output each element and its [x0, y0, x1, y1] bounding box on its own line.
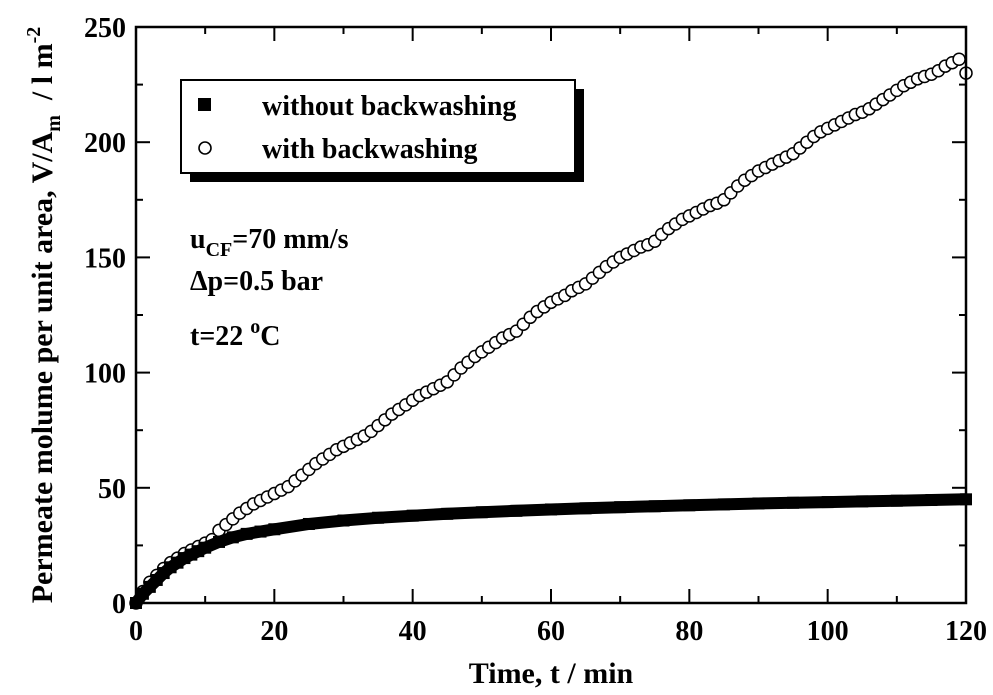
x-tick-labels: 0 20 40 60 80 100 120 [129, 616, 987, 647]
point-without-backwashing [372, 511, 385, 524]
point-without-backwashing [406, 509, 419, 522]
y-tick-label: 200 [84, 128, 126, 159]
point-without-backwashing [510, 504, 523, 517]
annotation-velocity-sub: CF [206, 239, 233, 261]
point-without-backwashing [240, 527, 253, 540]
x-axis-title: Time, t / min [469, 657, 634, 690]
point-without-backwashing [199, 541, 212, 554]
legend-box [180, 79, 576, 174]
point-without-backwashing [890, 494, 903, 507]
point-without-backwashing [648, 500, 661, 513]
annotation-velocity: uCF=70 mm/s [190, 224, 349, 261]
legend-label-without-backwashing: without backwashing [262, 91, 516, 122]
annotation-velocity-value: =70 mm/s [232, 224, 348, 255]
y-axis-title-sup: -2 [23, 27, 45, 44]
y-tick-label: 100 [84, 359, 126, 390]
point-without-backwashing [579, 502, 592, 515]
y-axis-title-unit: / l m [26, 43, 59, 115]
point-without-backwashing [545, 503, 557, 516]
annotation-temperature-unit: C [260, 321, 280, 352]
annotation-pressure: Δp=0.5 bar [190, 266, 323, 297]
legend-marker-filled-square [198, 98, 211, 111]
point-without-backwashing [268, 523, 281, 536]
legend: without backwashing with backwashing [180, 79, 584, 182]
point-without-backwashing [475, 506, 488, 519]
axis-ticks [135, 26, 967, 604]
x-tick-label: 80 [675, 616, 703, 647]
y-tick-label: 0 [112, 589, 126, 620]
y-axis-title-sub: m [43, 115, 65, 132]
x-tick-label: 0 [129, 616, 143, 647]
annotation-temperature-value: t=22 [190, 321, 250, 352]
annotation-temperature-sup: o [250, 316, 260, 338]
annotation-temperature: t=22 oC [190, 316, 281, 352]
point-without-backwashing [683, 499, 696, 512]
y-tick-label: 250 [84, 13, 126, 44]
legend-marker-open-circle [198, 141, 212, 155]
point-without-backwashing [787, 496, 800, 509]
point-without-backwashing [821, 496, 834, 509]
legend-label-with-backwashing: with backwashing [262, 134, 478, 165]
y-axis-title: Permeate molume per unit area, V/Am / l … [23, 27, 65, 604]
point-without-backwashing [441, 507, 454, 520]
x-tick-label: 20 [260, 616, 288, 647]
point-without-backwashing [752, 497, 765, 510]
y-tick-labels: 0 50 100 150 200 250 [84, 13, 126, 620]
y-axis-title-main: Permeate molume per unit area, V/A [26, 131, 59, 603]
x-tick-label: 100 [807, 616, 849, 647]
x-tick-label: 60 [537, 616, 565, 647]
point-without-backwashing [614, 501, 627, 514]
series-with-backwashing [129, 52, 973, 610]
point-without-backwashing [925, 494, 938, 507]
x-tick-label: 40 [399, 616, 427, 647]
annotation-velocity-symbol: u [190, 224, 206, 255]
point-without-backwashing [717, 498, 730, 511]
point-with-backwashing [952, 52, 966, 67]
y-tick-label: 50 [98, 474, 126, 505]
y-tick-label: 150 [84, 243, 126, 274]
series-without-backwashing [130, 493, 972, 609]
point-without-backwashing [213, 535, 225, 548]
point-without-backwashing [337, 514, 350, 527]
point-without-backwashing [856, 495, 869, 508]
point-without-backwashing [254, 525, 267, 538]
x-tick-label: 120 [945, 616, 987, 647]
point-without-backwashing [302, 517, 315, 530]
point-without-backwashing [226, 531, 239, 544]
